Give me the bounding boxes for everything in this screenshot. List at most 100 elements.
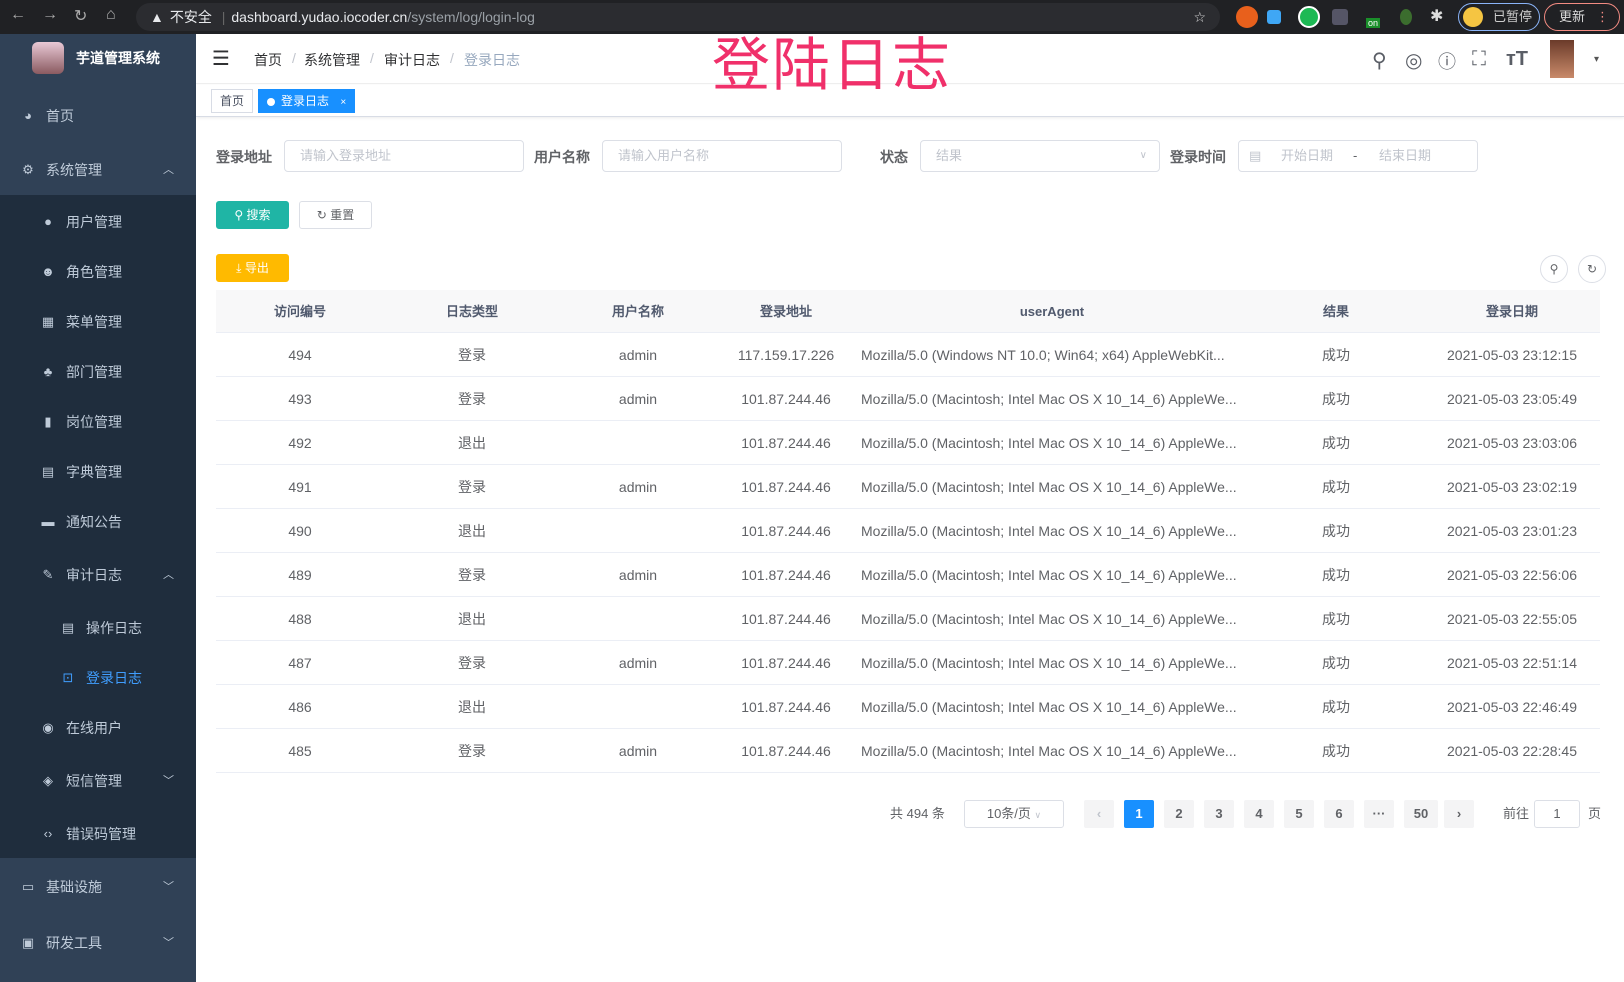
validCode-icon: ◈	[43, 773, 53, 788]
end-date[interactable]: 结束日期	[1379, 148, 1432, 163]
page-button[interactable]: ···	[1364, 800, 1394, 828]
sidebar-item-10[interactable]: ▤ 操作日志	[0, 603, 196, 653]
sidebar-item-4[interactable]: ▦ 菜单管理	[0, 297, 196, 347]
fullscreen-icon[interactable]: ⛶	[1472, 48, 1486, 70]
hamburger-icon[interactable]: ☰	[212, 48, 230, 70]
sidebar-item-1[interactable]: ⚙ 系统管理 ︿	[0, 145, 196, 195]
table-row: 492 退出 101.87.244.46 Mozilla/5.0 (Macintosh…	[216, 421, 1600, 465]
status-select[interactable]: 结果 ∨	[920, 140, 1160, 172]
sidebar-item-2[interactable]: ● 用户管理	[0, 197, 196, 247]
table-cell: admin	[618, 655, 658, 671]
table-cell: admin	[618, 567, 658, 583]
table-cell: 101.87.244.46	[741, 655, 831, 671]
page-button[interactable]: 2	[1164, 800, 1194, 828]
column-header: 日志类型	[445, 304, 498, 319]
page-button[interactable]: 1	[1124, 800, 1154, 828]
font-size-icon[interactable]: тT	[1506, 48, 1529, 70]
reset-button[interactable]: ↻ 重置	[299, 201, 372, 229]
sidebar-item-14[interactable]: ‹› 错误码管理	[0, 809, 196, 859]
sidebar-item-label: 错误码管理	[66, 826, 136, 842]
question-icon[interactable]: ⓘ	[1438, 52, 1456, 72]
caret-down-icon[interactable]: ▾	[1594, 54, 1600, 65]
username-input[interactable]: 请输入用户名称	[602, 140, 842, 172]
page-button[interactable]: 6	[1324, 800, 1354, 828]
table-row: 494 登录 admin 117.159.17.226 Mozilla/5.0 (Win…	[216, 333, 1600, 377]
breadcrumb-separator: /	[370, 50, 374, 66]
reload-icon[interactable]: ↻	[74, 8, 88, 25]
leaf-extension-icon[interactable]	[1400, 9, 1412, 25]
sidebar-item-13[interactable]: ◈ 短信管理 ﹀	[0, 756, 196, 806]
sidebar-item-11[interactable]: ⊡ 登录日志	[0, 653, 196, 703]
profile-paused-button[interactable]: 已暂停	[1458, 3, 1540, 31]
tag-home[interactable]: 首页	[211, 89, 254, 113]
range-separator: -	[1353, 148, 1358, 163]
form-icon: ▤	[61, 620, 75, 635]
sidebar-item-label: 在线用户	[66, 720, 122, 736]
table-cell: 登录	[458, 567, 486, 583]
table-cell: 488	[288, 611, 312, 627]
sidebar-item-5[interactable]: ♣ 部门管理	[0, 347, 196, 397]
prev-page-button[interactable]: ‹	[1084, 800, 1114, 828]
table-cell: 2021-05-03 23:01:23	[1447, 523, 1577, 539]
search-label: 搜索	[246, 208, 271, 222]
start-date[interactable]: 开始日期	[1281, 148, 1334, 163]
export-button[interactable]: ⤓ 导出	[216, 254, 289, 282]
column-header: userAgent	[1019, 304, 1085, 319]
browser-toolbar: ← → ↻ ⌂ ▲ 不安全 | dashboard.yudao.iocoder.cn…	[0, 0, 1624, 34]
sidebar-item-16[interactable]: ▣ 研发工具 ﹀	[0, 918, 196, 968]
sidebar-item-0[interactable]: ◕ 首页	[0, 91, 196, 141]
y-extension-icon[interactable]	[1298, 6, 1320, 28]
column-header: 访问编号	[273, 304, 326, 319]
sidebar-item-15[interactable]: ▭ 基础设施 ﹀	[0, 862, 196, 912]
toggle-search-button[interactable]: ⚲	[1540, 255, 1568, 283]
page-button[interactable]: 4	[1244, 800, 1274, 828]
navbar: ☰ 首页 / 系统管理 / 审计日志 / 登录日志 ⚲ ◎ ⓘ ⛶ тT ▾	[196, 34, 1624, 84]
page-size-select[interactable]: 10条/页 ∨	[964, 800, 1064, 828]
github-icon[interactable]: ◎	[1405, 50, 1423, 72]
column-header: 登录地址	[759, 304, 812, 319]
close-icon[interactable]: ×	[340, 97, 347, 108]
table-cell: 2021-05-03 22:55:05	[1447, 611, 1577, 627]
address-input[interactable]: 请输入登录地址	[284, 140, 524, 172]
sidebar-item-12[interactable]: ◉ 在线用户	[0, 703, 196, 753]
update-button[interactable]: 更新 ⋮	[1544, 3, 1620, 31]
column-header: 结果	[1322, 304, 1349, 319]
sidebar-item-8[interactable]: ▬ 通知公告	[0, 497, 196, 547]
table-cell: 101.87.244.46	[741, 523, 831, 539]
date-range-picker[interactable]: ▤ 开始日期 - 结束日期	[1238, 140, 1478, 172]
puzzle-icon[interactable]: ✱	[1430, 8, 1444, 25]
reset-label: 重置	[330, 208, 355, 222]
diamond-extension-icon[interactable]	[1267, 10, 1281, 24]
refresh-button[interactable]: ↻	[1578, 255, 1606, 283]
table-cell: Mozilla/5.0 (Macintosh; Intel Mac OS X 1…	[861, 699, 1237, 715]
page-button[interactable]: 5	[1284, 800, 1314, 828]
sidebar-item-7[interactable]: ▤ 字典管理	[0, 447, 196, 497]
tag-login-log[interactable]: 登录日志 ×	[258, 89, 356, 113]
table-cell: 成功	[1322, 699, 1350, 715]
sidebar-item-3[interactable]: ☻ 角色管理	[0, 247, 196, 297]
page-button[interactable]: 50	[1404, 800, 1438, 828]
page-button[interactable]: 3	[1204, 800, 1234, 828]
refresh-icon: ↻	[316, 208, 331, 222]
url-host: dashboard.yudao.iocoder.cn	[231, 9, 408, 25]
search-button[interactable]: ⚲ 搜索	[216, 201, 289, 229]
sidebar-item-9[interactable]: ✎ 审计日志 ︿	[0, 550, 196, 600]
next-page-button[interactable]: ›	[1444, 800, 1474, 828]
table-cell: 退出	[458, 611, 486, 627]
on-badge[interactable]: on	[1366, 18, 1381, 28]
table-cell: 成功	[1322, 567, 1350, 583]
goto-page-input[interactable]: 1	[1534, 800, 1580, 828]
address-bar[interactable]: ▲ 不安全 | dashboard.yudao.iocoder.cn/system/…	[136, 3, 1220, 31]
grid-extension-icon[interactable]	[1332, 9, 1348, 25]
user-avatar[interactable]	[1550, 40, 1574, 78]
bookmark-star-icon[interactable]: ☆	[1193, 9, 1206, 25]
breadcrumb-home[interactable]: 首页	[254, 52, 282, 68]
sidebar-item-6[interactable]: ▮ 岗位管理	[0, 397, 196, 447]
breadcrumb-audit: 审计日志	[384, 52, 440, 68]
search-icon[interactable]: ⚲	[1372, 50, 1387, 72]
back-icon[interactable]: ←	[10, 6, 26, 23]
extension-icon[interactable]	[1236, 6, 1258, 28]
home-icon[interactable]: ⌂	[106, 6, 116, 23]
table-cell: Mozilla/5.0 (Macintosh; Intel Mac OS X 1…	[861, 611, 1237, 627]
forward-icon[interactable]: →	[42, 6, 58, 23]
